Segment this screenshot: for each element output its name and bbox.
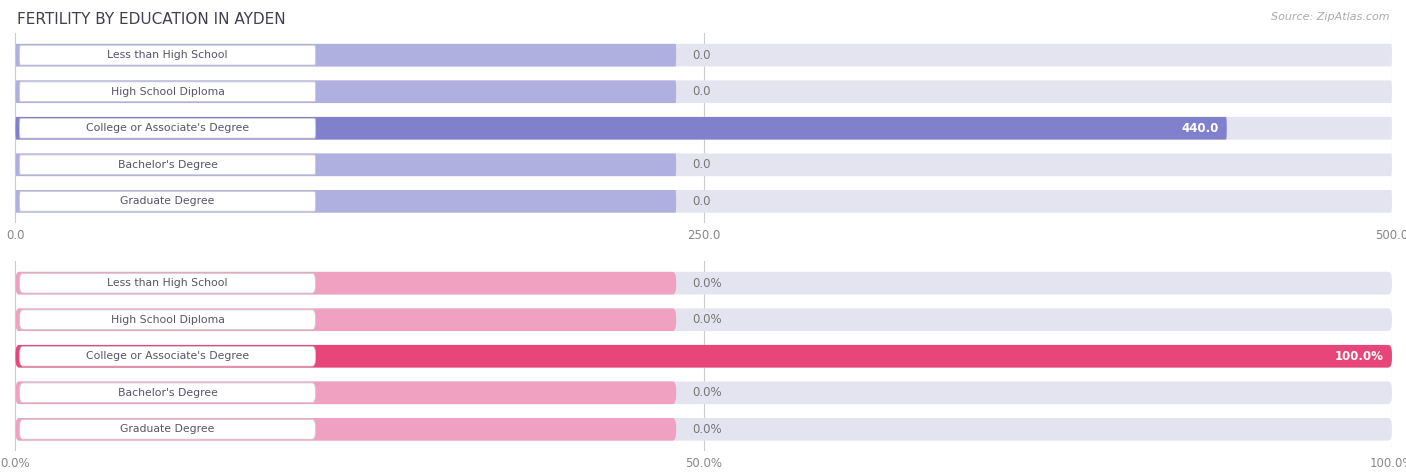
FancyBboxPatch shape — [20, 191, 315, 211]
Text: 0.0%: 0.0% — [693, 386, 723, 399]
Text: Less than High School: Less than High School — [107, 278, 228, 288]
Text: 0.0: 0.0 — [693, 158, 711, 171]
FancyBboxPatch shape — [15, 381, 676, 404]
FancyBboxPatch shape — [15, 418, 1392, 441]
Text: College or Associate's Degree: College or Associate's Degree — [86, 123, 249, 133]
Text: High School Diploma: High School Diploma — [111, 315, 225, 325]
FancyBboxPatch shape — [15, 117, 1227, 140]
Text: Source: ZipAtlas.com: Source: ZipAtlas.com — [1271, 12, 1389, 22]
Text: 0.0: 0.0 — [693, 195, 711, 208]
FancyBboxPatch shape — [15, 153, 1392, 176]
FancyBboxPatch shape — [15, 381, 1392, 404]
FancyBboxPatch shape — [15, 80, 1392, 103]
FancyBboxPatch shape — [15, 345, 1392, 368]
FancyBboxPatch shape — [15, 190, 1392, 213]
Text: 0.0%: 0.0% — [693, 313, 723, 326]
Text: FERTILITY BY EDUCATION IN AYDEN: FERTILITY BY EDUCATION IN AYDEN — [17, 12, 285, 27]
Text: College or Associate's Degree: College or Associate's Degree — [86, 351, 249, 361]
FancyBboxPatch shape — [15, 153, 676, 176]
Text: 440.0: 440.0 — [1181, 122, 1219, 135]
Text: Bachelor's Degree: Bachelor's Degree — [118, 160, 218, 170]
FancyBboxPatch shape — [15, 44, 676, 66]
FancyBboxPatch shape — [15, 190, 676, 213]
Text: Graduate Degree: Graduate Degree — [121, 424, 215, 434]
FancyBboxPatch shape — [20, 118, 315, 138]
FancyBboxPatch shape — [20, 346, 315, 366]
FancyBboxPatch shape — [15, 44, 1392, 66]
Text: 0.0: 0.0 — [693, 48, 711, 62]
FancyBboxPatch shape — [15, 272, 676, 294]
Text: Graduate Degree: Graduate Degree — [121, 196, 215, 206]
FancyBboxPatch shape — [20, 155, 315, 175]
FancyBboxPatch shape — [15, 308, 676, 331]
FancyBboxPatch shape — [15, 117, 1392, 140]
Text: 0.0%: 0.0% — [693, 276, 723, 290]
Text: 100.0%: 100.0% — [1334, 350, 1384, 363]
FancyBboxPatch shape — [20, 82, 315, 102]
Text: High School Diploma: High School Diploma — [111, 87, 225, 97]
FancyBboxPatch shape — [20, 419, 315, 439]
Text: 0.0: 0.0 — [693, 85, 711, 98]
FancyBboxPatch shape — [15, 345, 1392, 368]
FancyBboxPatch shape — [15, 80, 676, 103]
Text: Less than High School: Less than High School — [107, 50, 228, 60]
FancyBboxPatch shape — [20, 45, 315, 65]
Text: 0.0%: 0.0% — [693, 423, 723, 436]
FancyBboxPatch shape — [15, 308, 1392, 331]
FancyBboxPatch shape — [20, 383, 315, 403]
FancyBboxPatch shape — [15, 418, 676, 441]
FancyBboxPatch shape — [20, 273, 315, 293]
Text: Bachelor's Degree: Bachelor's Degree — [118, 388, 218, 398]
FancyBboxPatch shape — [15, 272, 1392, 294]
FancyBboxPatch shape — [20, 310, 315, 330]
